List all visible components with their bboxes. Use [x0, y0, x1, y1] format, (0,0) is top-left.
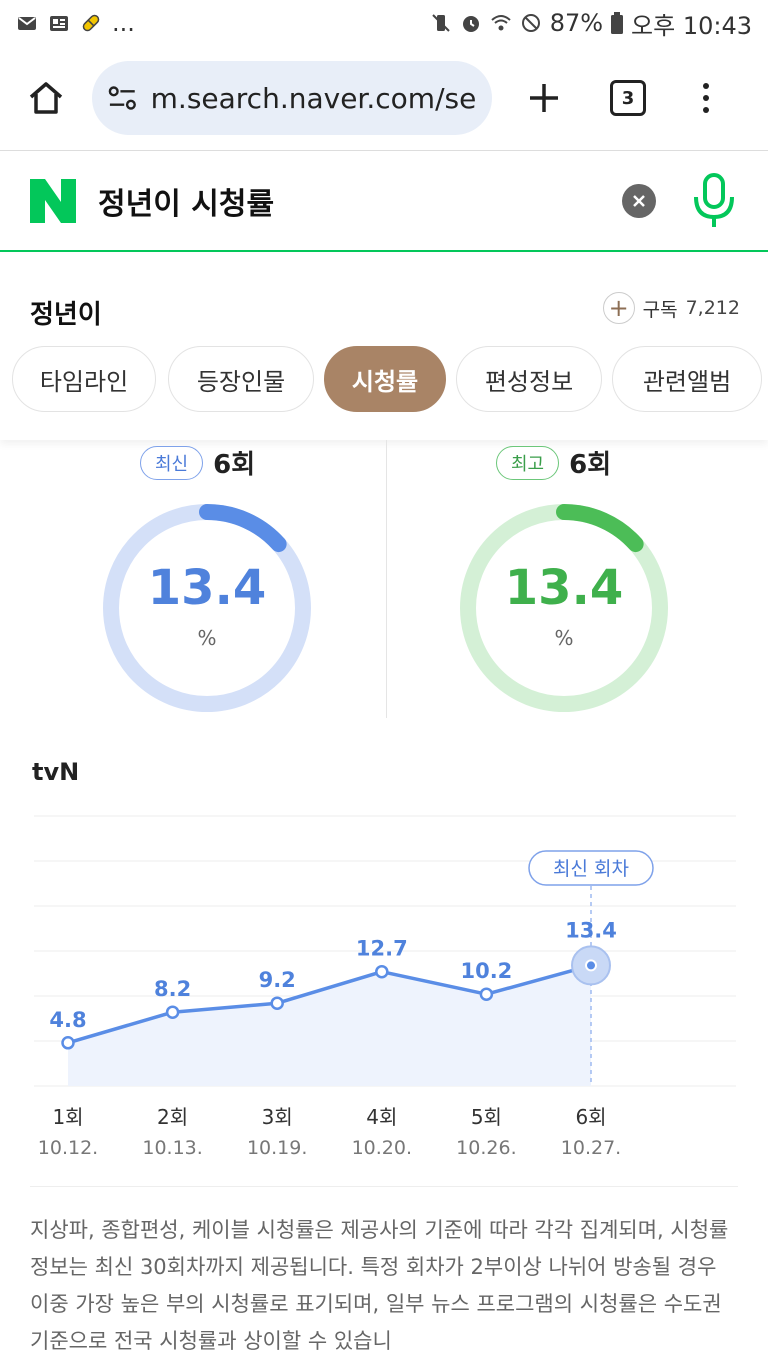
series-line [67, 963, 592, 1045]
program-title[interactable]: 정년이 [30, 300, 102, 330]
data-label: 12.7 [356, 937, 408, 961]
wifi-icon [491, 15, 511, 31]
tab-switcher-button[interactable]: 3 [610, 80, 646, 116]
plus-icon [530, 84, 558, 112]
data-point[interactable] [479, 987, 494, 1001]
x-tick-episode: 6회 [575, 1105, 606, 1129]
highest-rating: 최고 6회 13.4 % [384, 440, 768, 720]
x-tick-date: 10.26. [456, 1137, 516, 1159]
microphone-icon[interactable] [690, 173, 738, 229]
data-point[interactable] [165, 1005, 180, 1019]
battery-percent: 87% [549, 9, 604, 37]
x-tick-episode: 4회 [366, 1105, 397, 1129]
channel-name: tvN [32, 758, 80, 786]
vibrate-mute-icon [431, 14, 450, 32]
latest-episode: 6회 [213, 450, 256, 480]
naver-logo[interactable] [30, 179, 76, 223]
highest-rating-value: 13.4 [504, 560, 624, 616]
ring-progress [460, 504, 668, 712]
latest-rating-value: 13.4 [147, 560, 267, 616]
more-menu-button[interactable] [696, 83, 716, 113]
data-point[interactable] [270, 996, 284, 1010]
highest-rating-ring [460, 504, 668, 712]
blocked-icon [521, 14, 540, 32]
x-tick-date: 10.13. [142, 1137, 202, 1159]
mail-icon [18, 17, 36, 30]
latest-rating-ring [103, 504, 311, 712]
battery-icon [611, 12, 624, 34]
highest-episode: 6회 [569, 450, 612, 480]
x-tick-episode: 5회 [471, 1105, 502, 1129]
latest-rating-unit: % [197, 626, 217, 650]
dot-icon [703, 83, 709, 89]
latest-callout-label: 최신 회차 [553, 858, 629, 880]
browser-toolbar: m.search.naver.com/sea 3 [0, 56, 768, 140]
site-settings-icon[interactable] [108, 85, 137, 111]
dot-icon [703, 95, 709, 101]
x-tick-episode: 3회 [262, 1105, 293, 1129]
x-tick-date: 10.19. [247, 1137, 307, 1159]
x-tick-episode: 1회 [52, 1105, 83, 1129]
tab-timeline[interactable]: 타임라인 [12, 346, 156, 412]
data-label: 8.2 [154, 977, 191, 1001]
alarm-icon [462, 16, 479, 32]
data-label: 4.8 [49, 1008, 86, 1032]
home-icon [29, 82, 63, 114]
x-tick-date: 10.20. [352, 1137, 412, 1159]
status-ellipsis: ... [112, 9, 135, 37]
data-point[interactable] [375, 964, 389, 979]
address-bar[interactable]: m.search.naver.com/sea [92, 61, 492, 135]
data-label: 13.4 [565, 918, 617, 942]
x-tick-date: 10.27. [561, 1137, 621, 1159]
clear-search-button[interactable] [622, 184, 656, 218]
data-point[interactable] [585, 959, 597, 972]
home-button[interactable] [18, 70, 74, 126]
highest-badge: 최고 [496, 445, 560, 480]
subscribe-label: 구독 [642, 298, 678, 321]
news-icon [50, 16, 68, 31]
chart-svg: 4.8 1회 10.12. 8.2 2회 10.13. 9.2 3회 10.19. 12.7 4회 1… [34, 815, 736, 1159]
tab-ratings[interactable]: 시청률 [324, 346, 446, 412]
ratings-notice: 지상파, 종합편성, 케이블 시청률은 제공사의 기준에 따라 각각 집계되며,… [30, 1218, 729, 1353]
data-point[interactable] [61, 1036, 75, 1050]
x-tick-episode: 2회 [157, 1105, 188, 1129]
latest-badge: 최신 [140, 445, 204, 480]
series-area [68, 965, 591, 1086]
pill-icon [82, 14, 100, 32]
latest-callout [528, 850, 654, 886]
tab-albums[interactable]: 관련앨범 [612, 346, 762, 412]
ratings-line-chart: 4.8 1회 10.12. 8.2 2회 10.13. 9.2 3회 10.19. 12.7 4회 1… [0, 800, 768, 1180]
url-text: m.search.naver.com/sea [150, 81, 478, 115]
data-label: 9.2 [259, 968, 296, 992]
plus-icon: + [602, 292, 635, 324]
tab-characters[interactable]: 등장인물 [168, 346, 314, 412]
tab-schedule[interactable]: 편성정보 [456, 346, 602, 412]
ratings-summary: 최신 6회 13.4 % 최고 6회 13.4 % [0, 440, 768, 720]
subscriber-count: 7,212 [685, 297, 740, 319]
new-tab-button[interactable] [522, 76, 566, 120]
search-input[interactable]: 정년이 시청률 [98, 187, 275, 222]
highest-rating-unit: % [554, 626, 574, 650]
data-label: 10.2 [460, 959, 512, 983]
search-bar: 정년이 시청률 [0, 152, 768, 252]
x-tick-date: 10.12. [38, 1137, 98, 1159]
section-divider [30, 1186, 738, 1187]
toolbar-divider [0, 150, 768, 151]
latest-rating: 최신 6회 13.4 % [0, 440, 384, 720]
program-tabs: 타임라인 등장인물 시청률 편성정보 관련앨범 [0, 346, 768, 412]
dot-icon [703, 107, 709, 113]
status-bar: ... 87% 오후 10:43 [0, 0, 768, 46]
close-icon [633, 195, 645, 207]
ring-progress [103, 504, 311, 712]
subscribe-button[interactable]: + 구독 7,212 [602, 292, 740, 324]
ratings-divider [386, 440, 387, 718]
status-time: 오후 10:43 [631, 11, 752, 40]
program-header: 정년이 + 구독 7,212 타임라인 등장인물 시청률 편성정보 관련앨범 [0, 254, 768, 440]
